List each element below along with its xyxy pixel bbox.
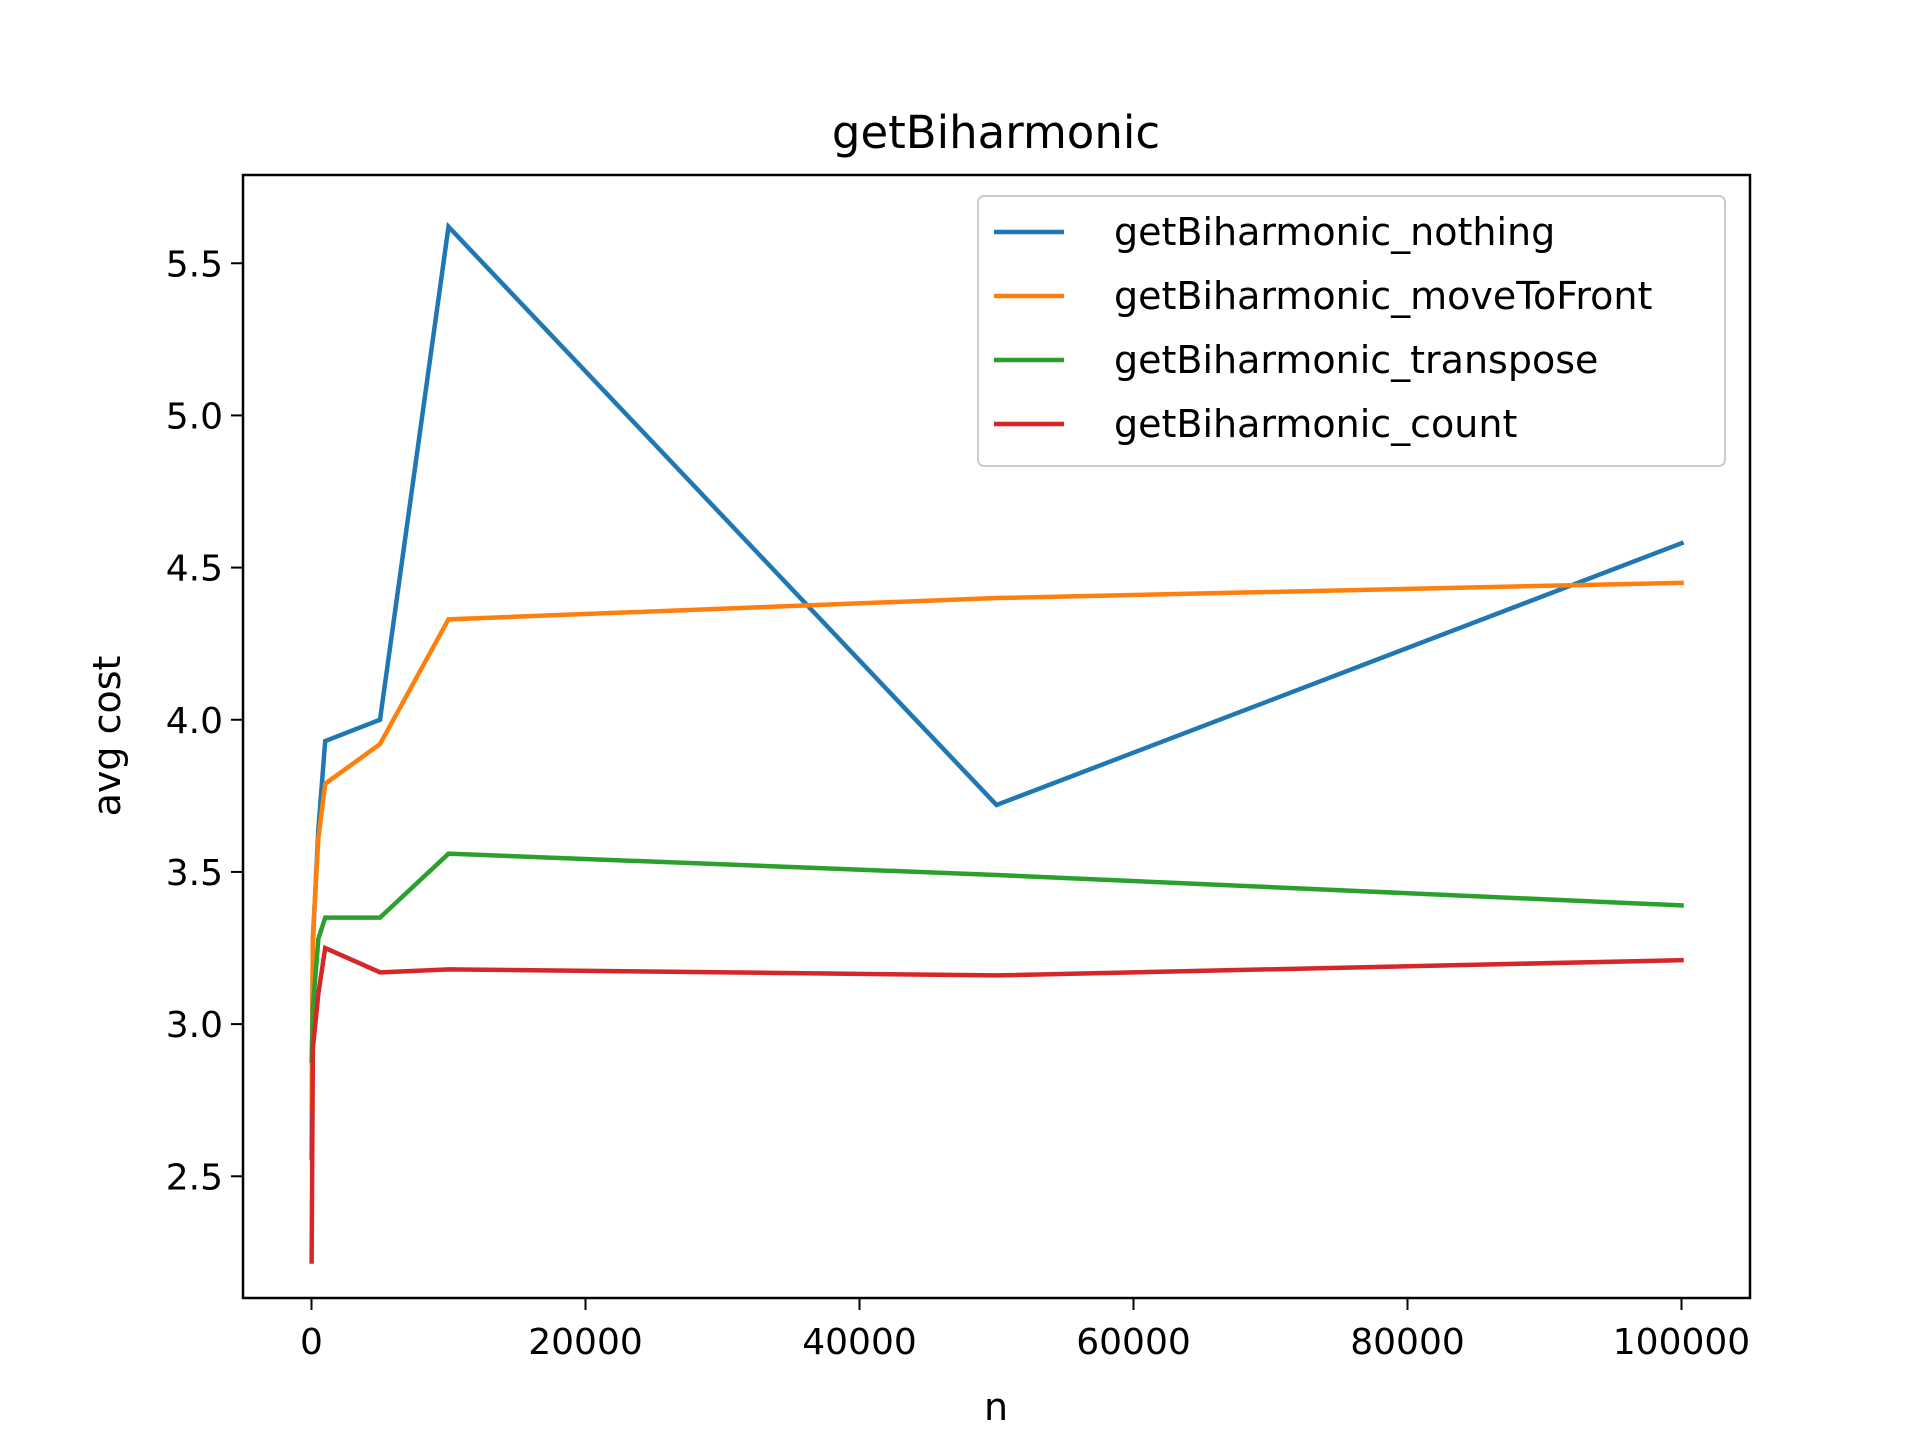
x-tick-label: 80000 xyxy=(1350,1322,1465,1363)
y-tick-label: 3.5 xyxy=(166,853,223,894)
y-tick-label: 5.0 xyxy=(166,396,223,437)
plot-frame xyxy=(241,173,1752,1300)
y-axis-label: avg cost xyxy=(85,656,129,817)
y-tick-label: 4.0 xyxy=(166,701,223,742)
series-line-2 xyxy=(309,851,1684,1063)
x-tick-label: 60000 xyxy=(1076,1322,1191,1363)
legend-label-2: getBiharmonic_transpose xyxy=(1114,338,1598,382)
series-line-1 xyxy=(309,580,1684,1115)
legend: getBiharmonic_nothing getBiharmonic_moveT… xyxy=(977,195,1726,467)
y-tick-label: 4.5 xyxy=(166,549,223,590)
legend-label-1: getBiharmonic_moveToFront xyxy=(1114,274,1652,318)
x-tick-label: 0 xyxy=(300,1322,323,1363)
legend-box xyxy=(977,195,1726,467)
x-axis-label: n xyxy=(984,1385,1008,1429)
y-tick-label: 2.5 xyxy=(166,1157,223,1198)
series-line-3 xyxy=(309,944,1684,1264)
legend-label-0: getBiharmonic_nothing xyxy=(1114,210,1555,254)
y-tick-label: 3.0 xyxy=(166,1005,223,1046)
x-tick-label: 20000 xyxy=(528,1322,643,1363)
legend-label-3: getBiharmonic_count xyxy=(1114,402,1517,446)
ticks-layer: 0 20000 40000 60000 80000 100000 2.5 3.0 3.5 4.0 4… xyxy=(166,244,1750,1363)
x-tick-label: 40000 xyxy=(802,1322,917,1363)
y-tick-label: 5.5 xyxy=(166,244,223,285)
chart-title: getBiharmonic xyxy=(832,106,1160,159)
x-tick-label: 100000 xyxy=(1613,1322,1750,1363)
series-layer xyxy=(309,221,1685,1264)
